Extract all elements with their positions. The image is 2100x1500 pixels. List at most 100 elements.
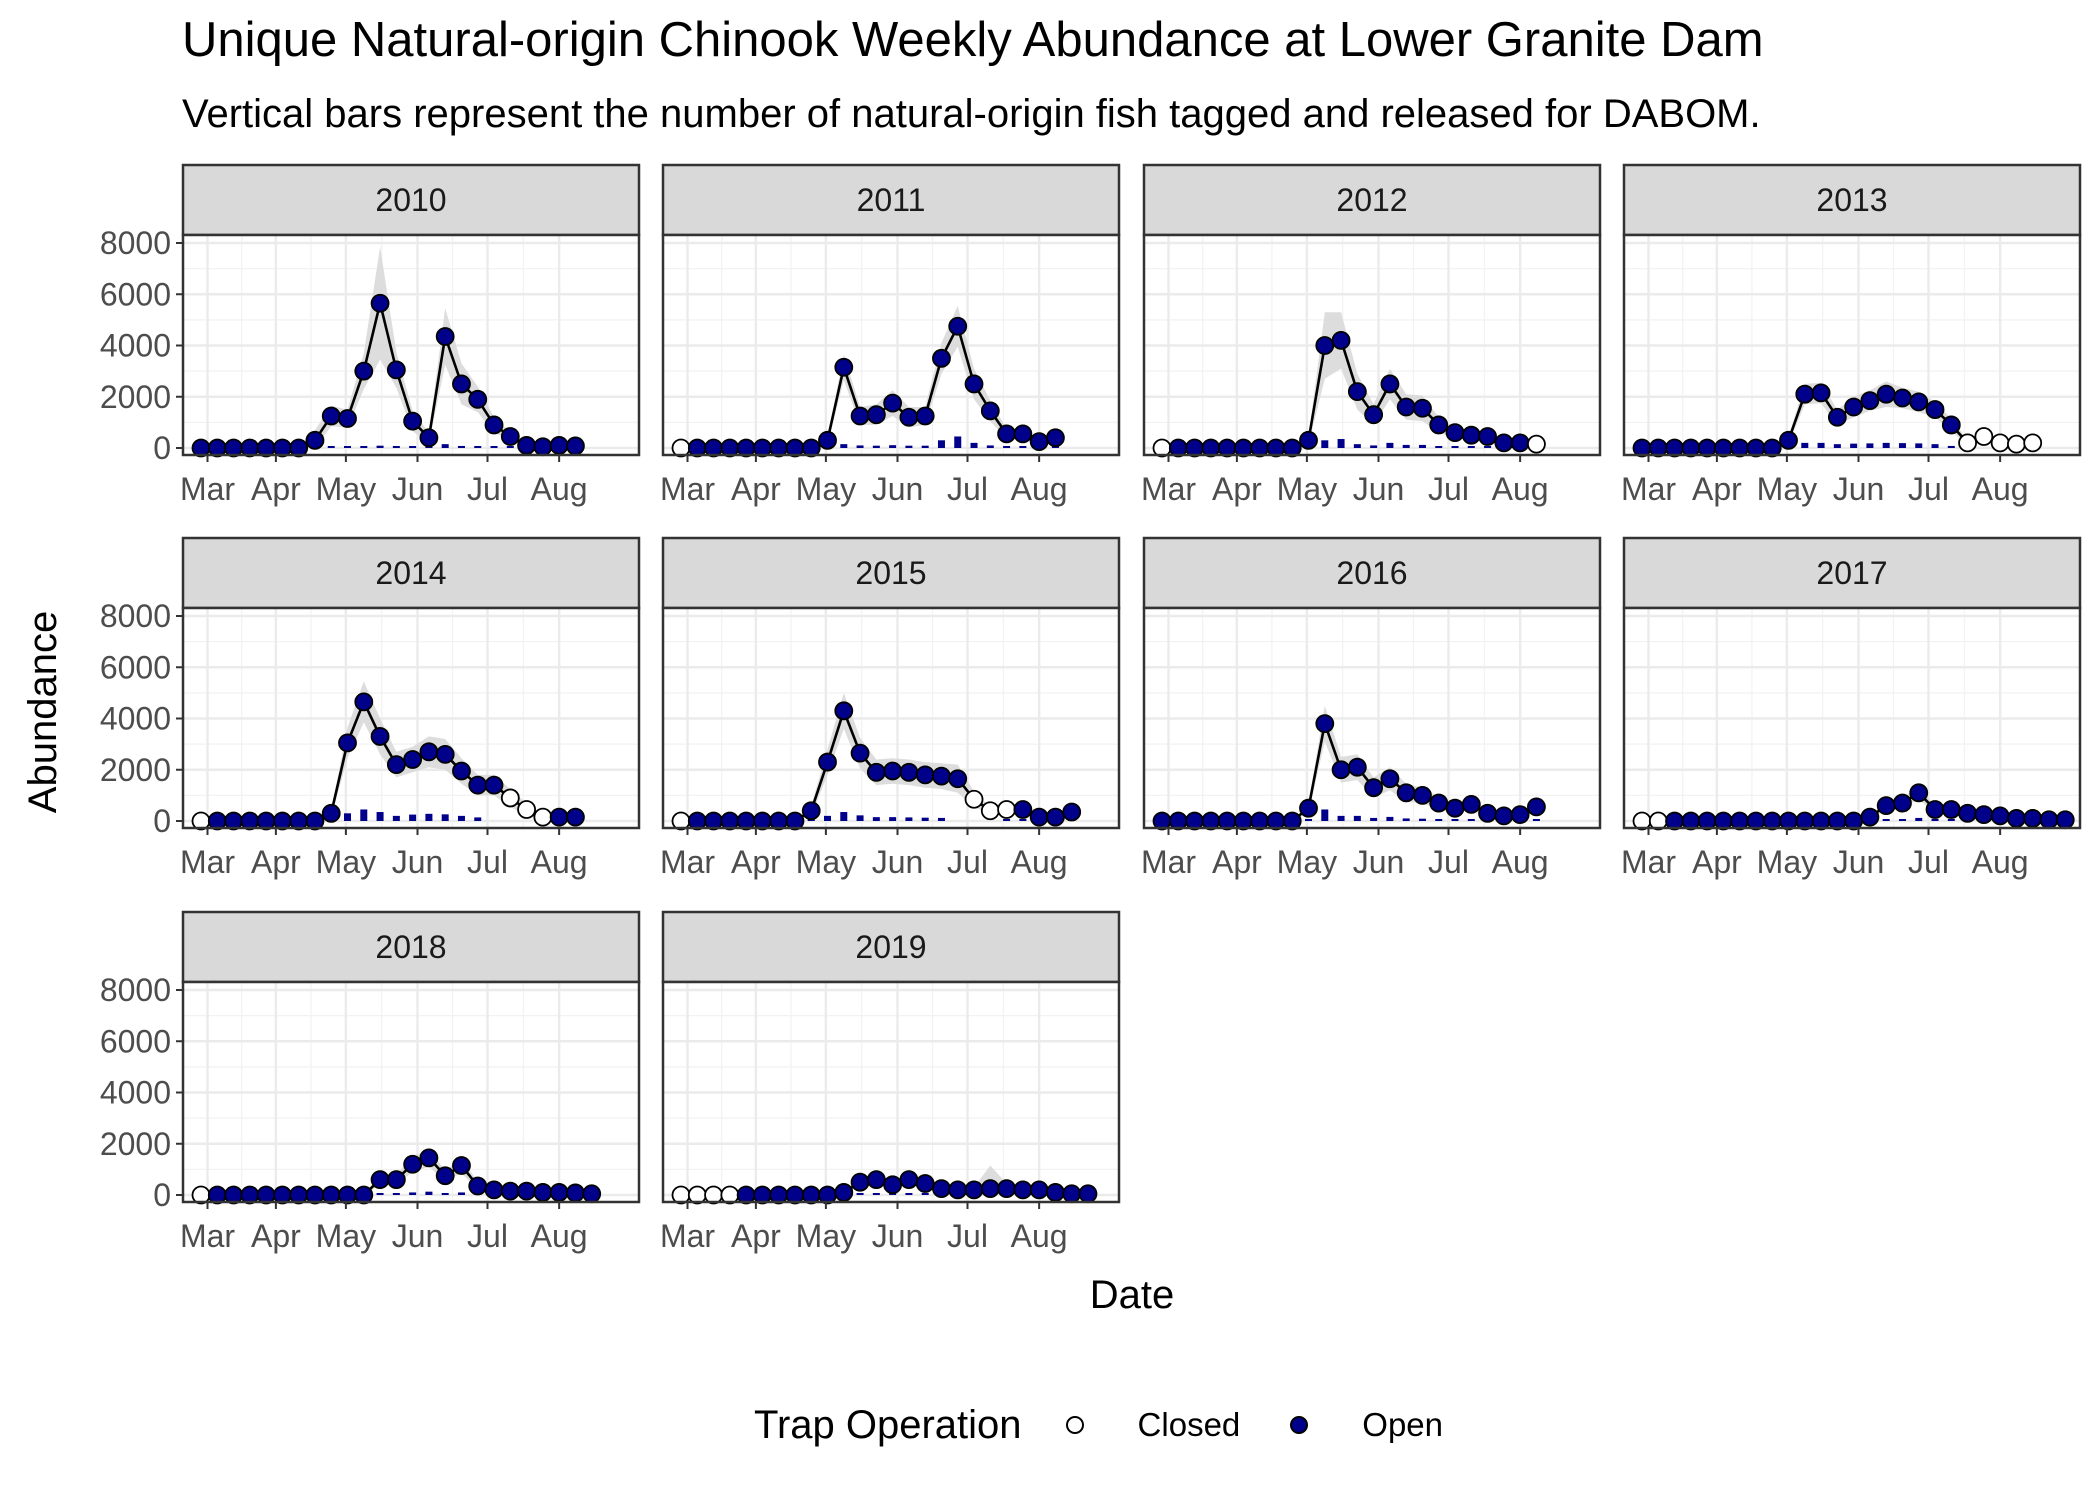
x-tick-label: Mar: [660, 844, 715, 880]
x-tick-label: May: [316, 1218, 376, 1254]
tagged-bar-2012: [1418, 444, 1426, 448]
chart-title: Unique Natural-origin Chinook Weekly Abu…: [182, 13, 1764, 67]
tagged-bar-2013: [1866, 443, 1874, 448]
tagged-bar-2010: [457, 445, 465, 448]
facet-label-2019: 2019: [855, 929, 926, 965]
x-tick-label: May: [1277, 844, 1337, 880]
tagged-bar-2016: [1467, 819, 1475, 821]
abundance-point-2018: [419, 1148, 439, 1168]
legend-label-open: Open: [1362, 1406, 1444, 1443]
x-tick-label: Apr: [251, 1218, 301, 1254]
abundance-point-2018: [370, 1170, 390, 1190]
abundance-point-2015: [915, 765, 935, 785]
abundance-point-2011: [883, 393, 903, 413]
tagged-bar-2010: [360, 446, 368, 448]
abundance-point-2015: [1029, 807, 1049, 827]
y-tick-label: 8000: [100, 598, 171, 634]
x-tick-label: Jun: [872, 844, 924, 880]
tagged-bar-2016: [1386, 816, 1394, 821]
tagged-bar-2010: [376, 445, 384, 448]
abundance-point-2016: [1396, 783, 1416, 803]
tagged-bar-2010: [506, 446, 514, 448]
abundance-point-2018: [582, 1184, 602, 1204]
abundance-point-2014: [419, 742, 439, 762]
tagged-bar-2018: [425, 1191, 433, 1195]
abundance-point-2012: [1445, 423, 1465, 443]
abundance-point-2015: [883, 761, 903, 781]
abundance-point-2010: [354, 361, 374, 381]
abundance-point-2018: [484, 1180, 504, 1200]
abundance-point-2016: [1527, 797, 1546, 817]
abundance-point-2013: [1925, 400, 1945, 419]
abundance-point-2018: [468, 1176, 488, 1196]
abundance-point-2012: [1527, 434, 1546, 454]
abundance-point-2016: [1331, 760, 1351, 780]
abundance-point-2012: [1429, 415, 1449, 435]
facet-label-2018: 2018: [375, 929, 446, 965]
abundance-point-2013: [2023, 433, 2043, 453]
abundance-point-2017: [1941, 800, 1961, 819]
abundance-point-2018: [500, 1181, 520, 1201]
tagged-bar-2012: [1353, 444, 1361, 448]
tagged-bar-2018: [376, 1193, 384, 1195]
tagged-bar-2017: [1898, 819, 1906, 821]
abundance-point-2013: [1795, 384, 1815, 404]
abundance-point-2018: [533, 1183, 553, 1202]
x-tick-label: Aug: [531, 844, 588, 880]
x-tick-label: Jun: [1833, 471, 1885, 507]
abundance-point-2010: [468, 389, 488, 409]
tagged-bar-2015: [1003, 819, 1011, 821]
x-tick-label: Apr: [731, 844, 781, 880]
tagged-bar-2019: [921, 1193, 929, 1195]
abundance-point-2013: [1909, 392, 1929, 412]
abundance-point-2011: [932, 348, 951, 368]
x-tick-label: Jul: [1908, 471, 1949, 507]
legend-item-open: Open: [1290, 1406, 1443, 1444]
abundance-point-2015: [866, 762, 886, 782]
abundance-point-2017: [1925, 800, 1945, 819]
abundance-point-2018: [549, 1183, 569, 1202]
abundance-point-2014: [517, 800, 536, 819]
abundance-point-2019: [1029, 1180, 1049, 1200]
abundance-point-2018: [386, 1170, 406, 1190]
abundance-point-2019: [899, 1170, 919, 1190]
y-tick-label: 4000: [100, 701, 171, 737]
tagged-bar-2016: [1353, 815, 1361, 821]
tagged-bar-2011: [840, 444, 848, 448]
x-tick-label: Apr: [1692, 471, 1742, 507]
abundance-point-2011: [818, 430, 837, 450]
abundance-point-2013: [1876, 384, 1896, 404]
x-tick-label: May: [796, 1218, 856, 1254]
tagged-bar-2017: [1915, 817, 1923, 821]
abundance-point-2015: [834, 701, 854, 721]
abundance-point-2019: [1062, 1184, 1082, 1204]
y-tick-label: 4000: [100, 328, 171, 364]
abundance-point-2017: [1909, 783, 1929, 803]
abundance-point-2012: [1461, 425, 1481, 445]
x-tick-label: Apr: [1692, 844, 1742, 880]
abundance-point-2019: [932, 1179, 951, 1198]
abundance-point-2012: [1315, 336, 1335, 355]
x-tick-label: May: [796, 471, 856, 507]
y-tick-label: 2000: [100, 752, 171, 788]
tagged-bar-2014: [474, 817, 482, 821]
abundance-point-2019: [1013, 1180, 1033, 1200]
abundance-point-2016: [1478, 803, 1497, 823]
x-tick-label: Apr: [731, 1218, 781, 1254]
abundance-point-2018: [517, 1181, 536, 1201]
abundance-point-2012: [1331, 330, 1351, 350]
abundance-point-2019: [1078, 1184, 1098, 1204]
abundance-point-2011: [980, 401, 1000, 421]
abundance-point-2010: [549, 436, 569, 455]
tagged-bar-2019: [872, 1193, 880, 1195]
abundance-point-2016: [1429, 793, 1449, 813]
tagged-bar-2012: [1451, 446, 1459, 448]
x-tick-label: Mar: [1621, 844, 1676, 880]
x-tick-label: Jul: [947, 1218, 988, 1254]
abundance-point-2019: [866, 1170, 886, 1190]
x-tick-label: Aug: [1011, 844, 1068, 880]
tagged-bar-2013: [1882, 442, 1890, 448]
tagged-bar-2014: [441, 814, 449, 821]
abundance-point-2018: [354, 1185, 374, 1205]
abundance-point-2016: [1510, 805, 1530, 824]
